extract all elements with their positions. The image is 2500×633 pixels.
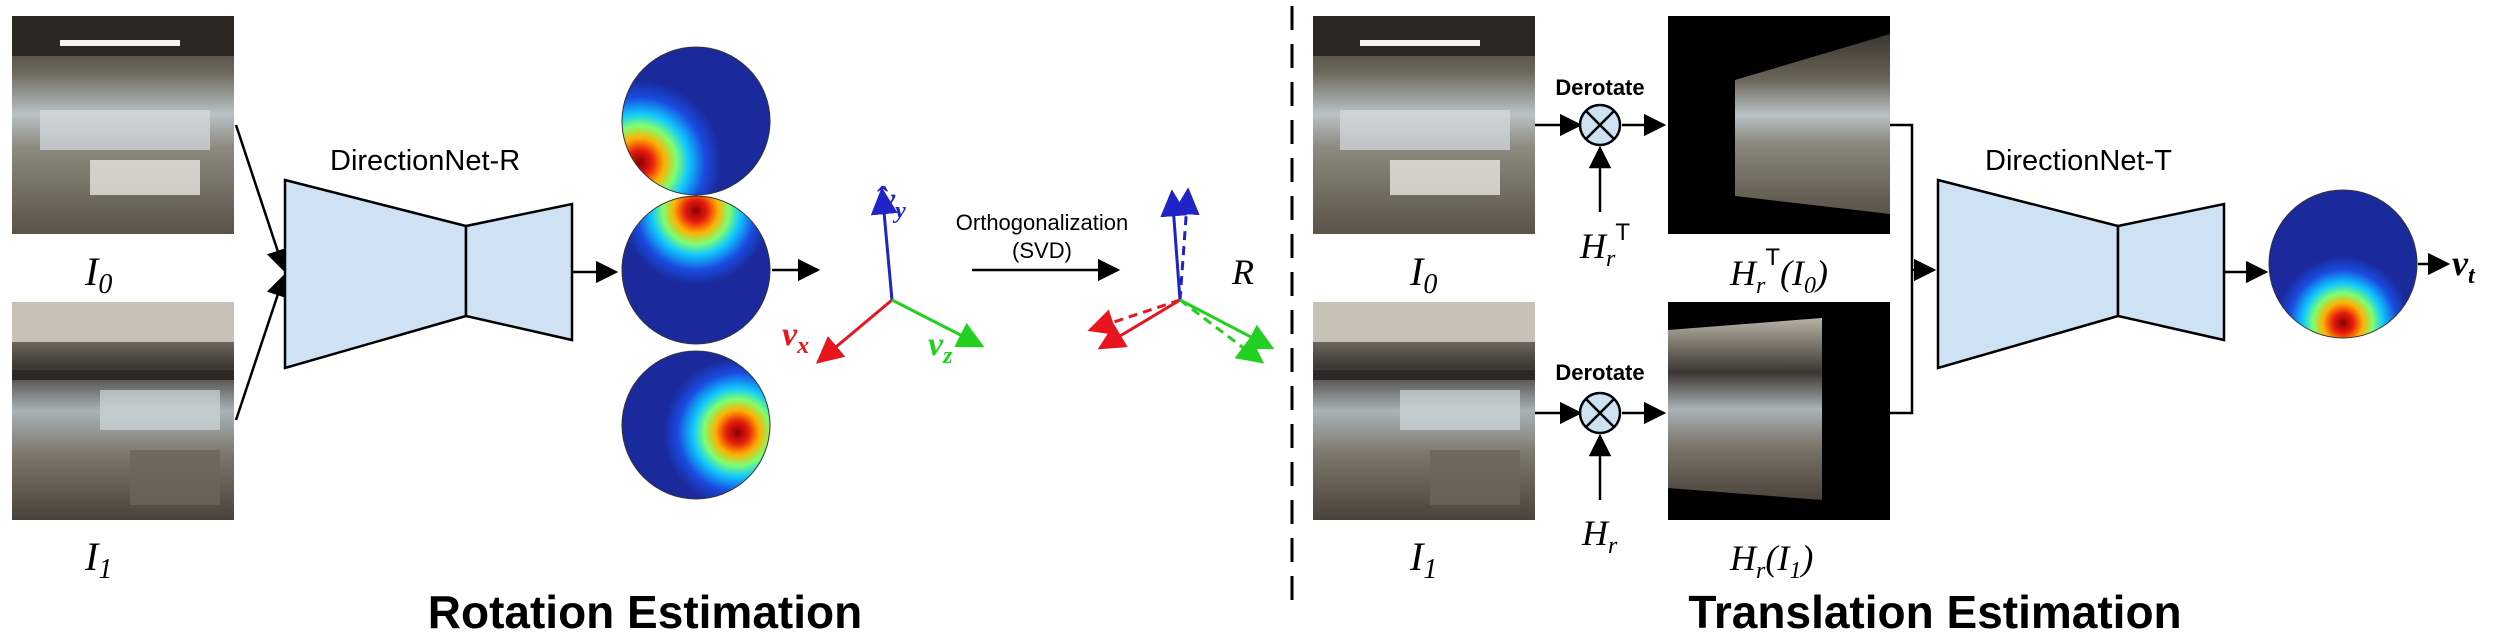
input-image-i0-rotation (12, 16, 234, 234)
derotate-label-top: Derotate (1555, 75, 1644, 100)
warped-label-0: HrT(I0) (1729, 244, 1828, 299)
svd-label-line2: (SVD) (1012, 238, 1072, 263)
sphere-distribution-1 (621, 46, 771, 196)
svd-label-line1: Orthogonalization (956, 210, 1128, 235)
derotate-label-bottom: Derotate (1555, 360, 1644, 385)
orthogonalized-axes (1087, 187, 1275, 364)
section-title-translation: Translation Estimation (1688, 586, 2181, 633)
label-i1-rotation: I1 (84, 534, 112, 585)
input-image-i1-rotation (12, 302, 234, 520)
warped-image-0 (1668, 16, 1890, 234)
directionnet-t-block (1936, 178, 2226, 370)
axis-label-vy: ̂vy (876, 181, 906, 224)
warped-label-1: Hr(I1) (1729, 538, 1813, 584)
estimated-axes (815, 187, 985, 364)
sphere-distribution-2 (621, 195, 771, 345)
h-label: Hr (1581, 513, 1618, 559)
warped-image-1 (1668, 302, 1890, 520)
input-image-i1-translation (1313, 302, 1535, 520)
translation-output-label: vt (2452, 243, 2476, 289)
derotate-operator-top (1578, 103, 1622, 147)
label-i0-rotation: I0 (84, 249, 112, 300)
directionnet-r-block (283, 178, 574, 370)
label-i1-translation: I1 (1409, 534, 1437, 585)
label-i0-translation: I0 (1409, 249, 1437, 300)
arrow-i0-to-net-r (234, 124, 289, 273)
directionnet-t-label: DirectionNet-T (1985, 145, 2172, 177)
derotate-operator-bottom (1578, 391, 1622, 435)
sphere-distribution-3 (621, 350, 771, 500)
axis-label-vx: vx (782, 316, 809, 359)
arrow-i1-to-net-r (234, 273, 289, 421)
merge-connector (1890, 123, 1914, 415)
rotation-output-label: R (1231, 252, 1254, 292)
input-image-i0-translation (1313, 16, 1535, 234)
directionnet-r-label: DirectionNet-R (330, 145, 520, 177)
h-transpose-label: HrT (1579, 219, 1630, 272)
sphere-translation-distribution (2268, 189, 2418, 339)
section-title-rotation: Rotation Estimation (428, 586, 862, 633)
axis-label-vz: vz (928, 326, 953, 369)
